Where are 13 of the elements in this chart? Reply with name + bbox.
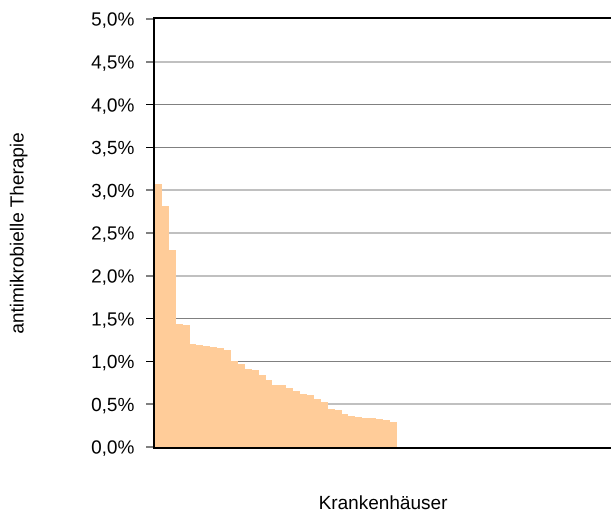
y-tick-label: 3,0% [91,180,134,202]
y-tick-label: 2,0% [91,266,134,288]
y-tick-label: 1,0% [91,352,134,374]
y-tick-label: 3,5% [91,138,134,160]
y-tick-label: 5,0% [91,10,134,31]
y-tick-label: 4,0% [91,95,134,116]
x-axis-title: Krankenhäuser [318,493,448,514]
y-axis-title: antimikrobielle Therapie [7,132,28,334]
y-tick-label: 0,0% [91,438,134,459]
y-tick-label: 0,5% [91,394,134,416]
y-tick-label: 2,5% [91,224,134,245]
y-tick-label: 1,5% [91,309,134,330]
y-tick-label: 4,5% [91,52,134,74]
